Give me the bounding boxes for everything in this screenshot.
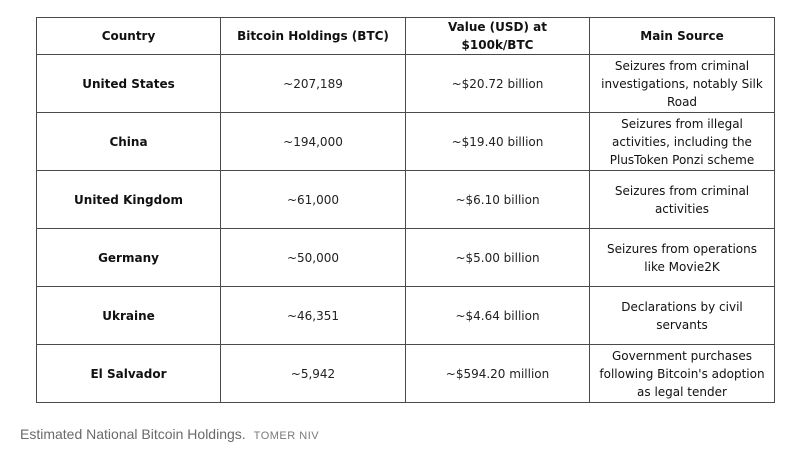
bitcoin-holdings-table: Country Bitcoin Holdings (BTC) Value (US… bbox=[36, 17, 775, 403]
cell-usd: ~$19.40 billion bbox=[405, 112, 590, 171]
caption-text: Estimated National Bitcoin Holdings. bbox=[20, 426, 246, 442]
cell-country: Germany bbox=[36, 228, 221, 287]
table-body: United States ~207,189 ~$20.72 billion S… bbox=[36, 54, 775, 403]
cell-btc: ~50,000 bbox=[220, 228, 406, 287]
header-btc-holdings: Bitcoin Holdings (BTC) bbox=[220, 17, 406, 55]
cell-source: Government purchases following Bitcoin's… bbox=[589, 344, 775, 403]
table-row: United States ~207,189 ~$20.72 billion S… bbox=[36, 54, 775, 113]
cell-country: United Kingdom bbox=[36, 170, 221, 229]
table-row: Ukraine ~46,351 ~$4.64 billion Declarati… bbox=[36, 286, 775, 345]
cell-btc: ~207,189 bbox=[220, 54, 406, 113]
caption-credit: TOMER NIV bbox=[253, 430, 320, 442]
cell-btc: ~194,000 bbox=[220, 112, 406, 171]
cell-country: United States bbox=[36, 54, 221, 113]
cell-btc: ~61,000 bbox=[220, 170, 406, 229]
table-row: China ~194,000 ~$19.40 billion Seizures … bbox=[36, 112, 775, 171]
cell-source: Seizures from criminal investigations, n… bbox=[589, 54, 775, 113]
cell-btc: ~5,942 bbox=[220, 344, 406, 403]
table-header: Country Bitcoin Holdings (BTC) Value (US… bbox=[36, 17, 775, 55]
cell-source: Seizures from operations like Movie2K bbox=[589, 228, 775, 287]
cell-country: El Salvador bbox=[36, 344, 221, 403]
cell-country: Ukraine bbox=[36, 286, 221, 345]
cell-usd: ~$4.64 billion bbox=[405, 286, 590, 345]
cell-source: Seizures from criminal activities bbox=[589, 170, 775, 229]
header-main-source: Main Source bbox=[589, 17, 775, 55]
cell-usd: ~$594.20 million bbox=[405, 344, 590, 403]
cell-usd: ~$5.00 billion bbox=[405, 228, 590, 287]
cell-usd: ~$6.10 billion bbox=[405, 170, 590, 229]
header-row: Country Bitcoin Holdings (BTC) Value (US… bbox=[36, 17, 775, 55]
header-country: Country bbox=[36, 17, 221, 55]
table-row: El Salvador ~5,942 ~$594.20 million Gove… bbox=[36, 344, 775, 403]
cell-source: Declarations by civil servants bbox=[589, 286, 775, 345]
figure-caption: Estimated National Bitcoin Holdings. TOME… bbox=[20, 426, 319, 442]
table-row: United Kingdom ~61,000 ~$6.10 billion Se… bbox=[36, 170, 775, 229]
cell-usd: ~$20.72 billion bbox=[405, 54, 590, 113]
cell-btc: ~46,351 bbox=[220, 286, 406, 345]
cell-country: China bbox=[36, 112, 221, 171]
cell-source: Seizures from illegal activities, includ… bbox=[589, 112, 775, 171]
header-usd-value: Value (USD) at $100k/BTC bbox=[405, 17, 590, 55]
table-row: Germany ~50,000 ~$5.00 billion Seizures … bbox=[36, 228, 775, 287]
